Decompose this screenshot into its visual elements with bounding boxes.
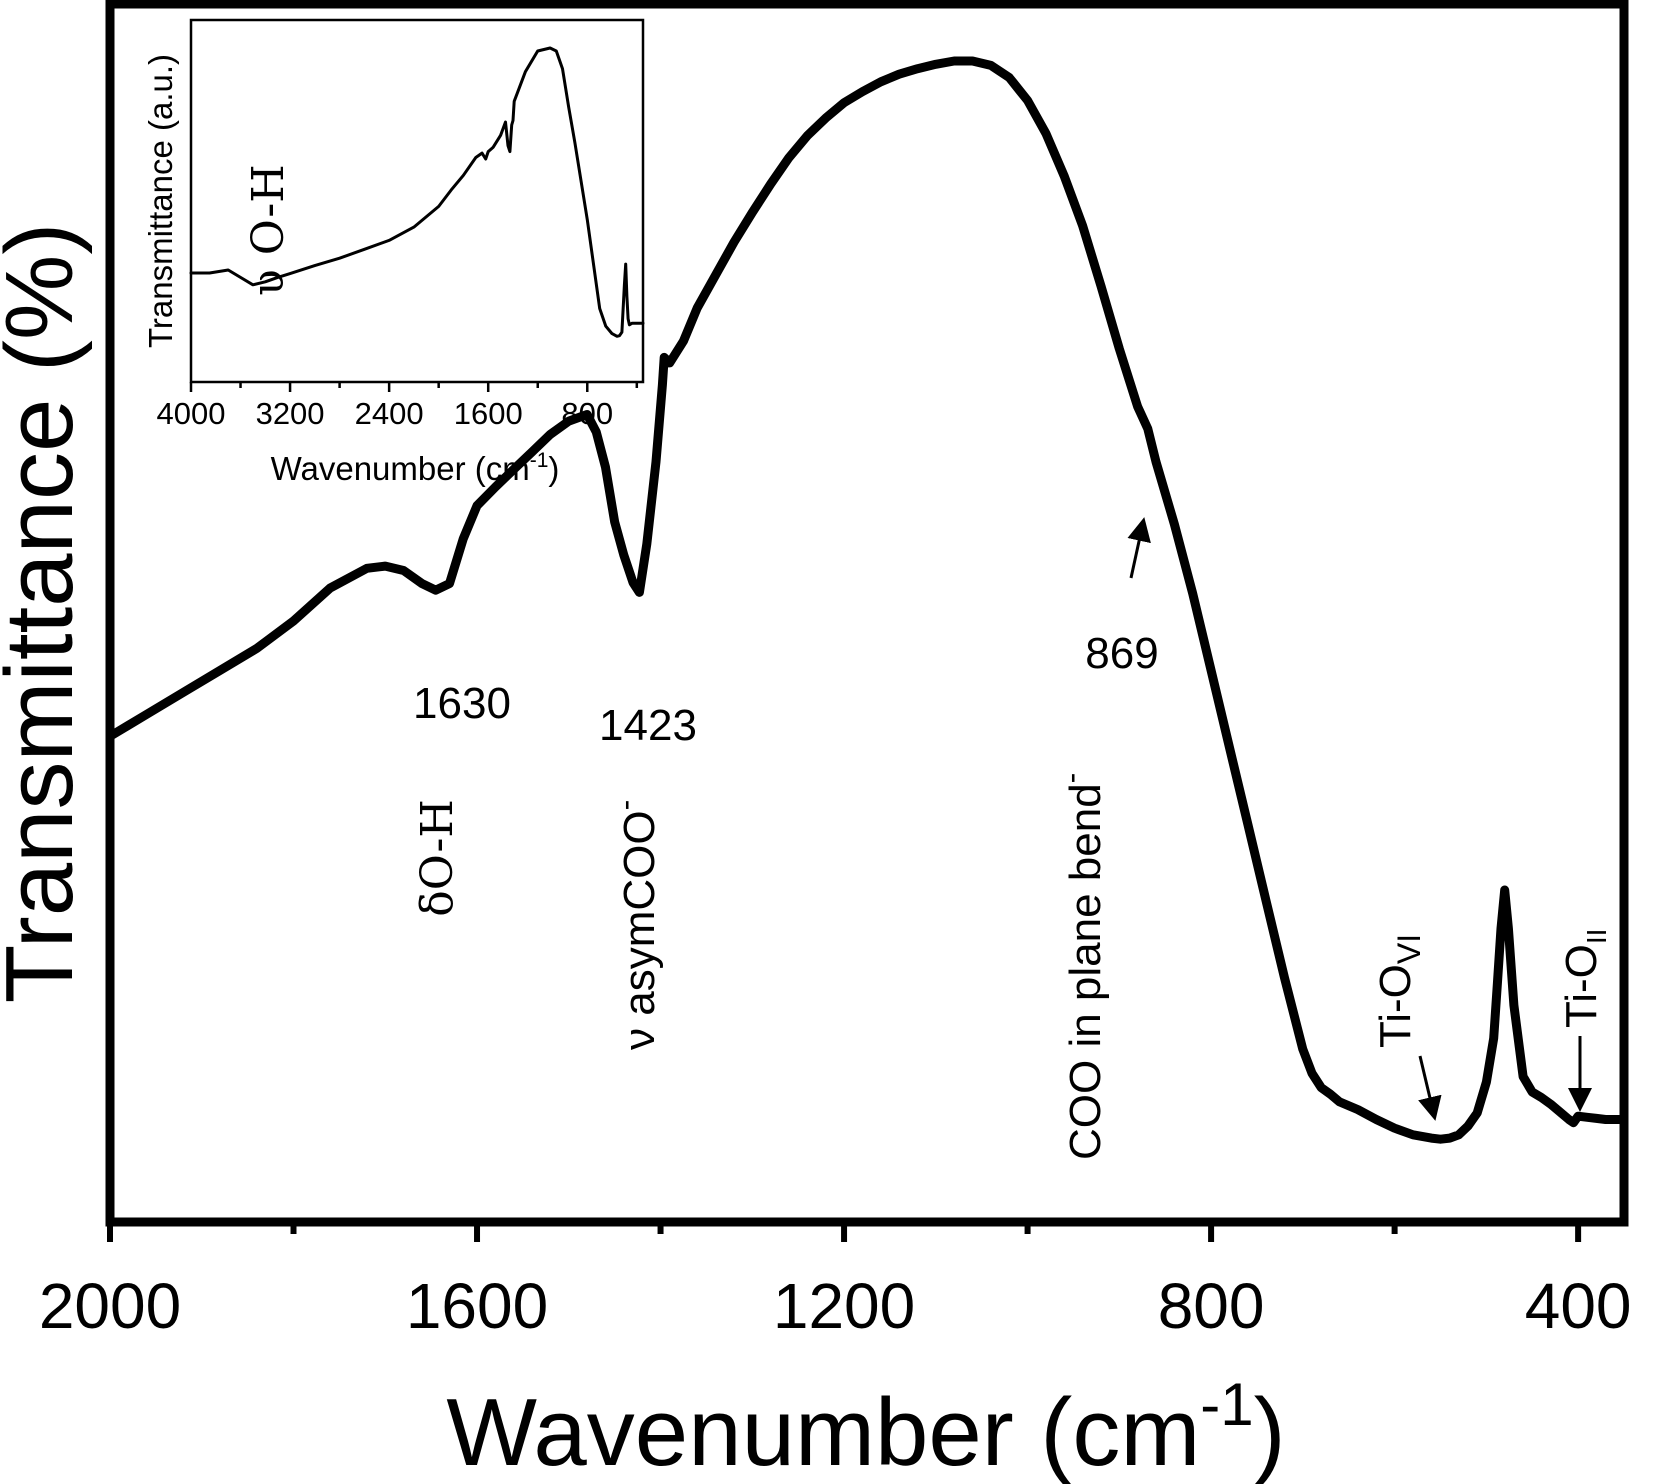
main-spectrum-line (105, 56, 1629, 1144)
annotation-ti-o-ii-text: Ti-O (1557, 944, 1606, 1028)
peak-label-1423: 1423 (599, 701, 697, 750)
arrow-869 (1127, 517, 1151, 579)
inset-x-axis-title-sup: -1 (530, 449, 549, 472)
inset-x-axis-title-text: Wavenumber (cm (271, 450, 530, 487)
annotation-nu-asym-coo-text: ν asymCOO (615, 810, 664, 1050)
peak-label-869: 869 (1085, 629, 1158, 678)
inset-plot: 4000 3200 2400 1600 800 Transmittance (a.u.)… (142, 18, 645, 487)
main-x-axis-title: Wavenumber (cm-1) (446, 1371, 1285, 1484)
annotation-coo-sup: - (1053, 773, 1089, 784)
inset-tick-label-1600: 1600 (454, 396, 523, 431)
main-tick-label-400: 400 (1525, 1270, 1632, 1342)
inset-y-axis-title: Transmittance (a.u.) (142, 54, 179, 348)
annotation-ti-o-ii: Ti-OII (1557, 929, 1612, 1028)
main-y-axis-title: Transmittance (%) (0, 223, 93, 1004)
annotation-ti-o-vi-sub: VI (1391, 934, 1427, 964)
inset-tick-label-3200: 3200 (256, 396, 325, 431)
inset-x-axis-title-close: ) (548, 450, 559, 487)
inset-tick-label-4000: 4000 (157, 396, 226, 431)
inset-spectrum-line (189, 46, 645, 338)
annotation-ti-o-ii-sub: II (1581, 929, 1612, 945)
main-tick-label-1200: 1200 (773, 1270, 915, 1342)
main-tick-label-2000: 2000 (39, 1270, 181, 1342)
main-x-axis-title-text: Wavenumber (cm (446, 1379, 1200, 1484)
main-x-tick-labels: 2000 1600 1200 800 400 (39, 1270, 1632, 1342)
main-x-axis-title-close: ) (1254, 1379, 1286, 1484)
inset-x-axis-title: Wavenumber (cm-1) (271, 449, 560, 487)
main-x-axis-title-sup: -1 (1200, 1371, 1253, 1438)
annotation-ti-o-vi: Ti-OVI (1371, 934, 1427, 1048)
annotation-coo-in-plane-bend: COO in plane bend- (1053, 773, 1110, 1160)
main-tick-label-1600: 1600 (406, 1270, 548, 1342)
inset-x-tick-labels: 4000 3200 2400 1600 800 (157, 396, 614, 431)
inset-tick-label-2400: 2400 (355, 396, 424, 431)
inset-annotation-nu-oh: υ O-H (243, 164, 294, 296)
main-x-ticks (107, 1222, 1582, 1242)
annotation-delta-oh: δO-H (412, 799, 463, 916)
inset-tick-label-800: 800 (561, 396, 613, 431)
annotation-ti-o-vi-text: Ti-O (1371, 964, 1420, 1048)
inset-plot-frame (189, 18, 645, 384)
annotation-coo-text: COO in plane bend (1061, 783, 1110, 1160)
annotation-nu-asym-coo-sup: - (607, 800, 643, 811)
annotation-nu-asym-coo: ν asymCOO- (607, 800, 664, 1050)
peak-label-1630: 1630 (413, 679, 511, 728)
inset-x-ticks (189, 382, 639, 392)
main-plot-frame (105, 0, 1629, 1227)
arrow-ti-o-vi (1418, 1055, 1442, 1121)
main-tick-label-800: 800 (1158, 1270, 1265, 1342)
